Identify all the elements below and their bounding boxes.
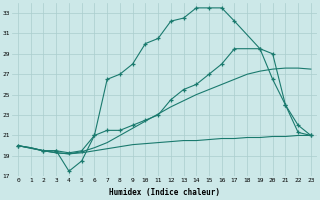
X-axis label: Humidex (Indice chaleur): Humidex (Indice chaleur) xyxy=(109,188,220,197)
